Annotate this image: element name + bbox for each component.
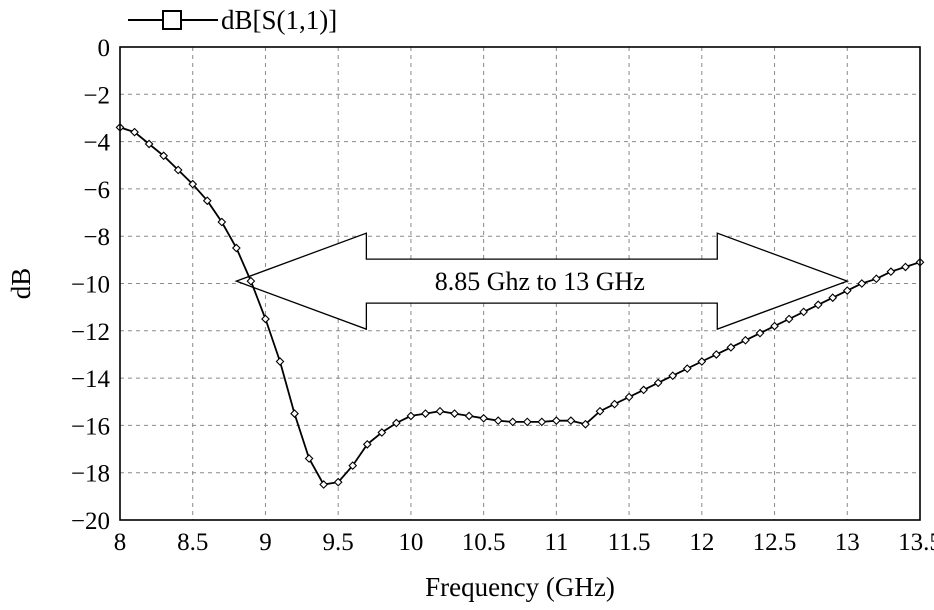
data-point [682, 364, 692, 374]
y-tick-label: −6 [83, 177, 110, 204]
data-point [784, 314, 794, 324]
x-tick-label: 9.5 [323, 529, 354, 556]
data-point [595, 406, 605, 416]
data-point [624, 392, 634, 402]
data-point [711, 350, 721, 359]
x-tick-labels: 8 8.5 9 9.5 10 10.5 11 11.5 12 12.5 13 13.5 [114, 529, 934, 556]
data-point [741, 335, 750, 345]
data-point [537, 417, 547, 427]
annotation-label: 8.85 Ghz to 13 GHz [435, 267, 645, 296]
data-point [173, 165, 183, 175]
x-tick-label: 13 [835, 529, 860, 556]
data-point [435, 406, 445, 416]
y-tick-label: −20 [71, 508, 110, 535]
data-point [159, 151, 169, 161]
data-point [842, 286, 852, 295]
y-tick-label: −18 [71, 461, 110, 488]
x-tick-label: 11.5 [608, 529, 651, 556]
data-point [828, 293, 838, 303]
data-point [421, 409, 430, 418]
x-tick-label: 8 [114, 529, 127, 556]
data-point [522, 417, 532, 427]
x-tick-label: 12.5 [753, 529, 797, 556]
data-point [668, 371, 678, 381]
data-point [799, 307, 809, 317]
data-point [333, 477, 343, 487]
data-point [319, 480, 329, 489]
data-point [450, 409, 459, 418]
y-axis-label: dB [6, 268, 36, 300]
data-point [362, 439, 372, 449]
data-point [755, 328, 765, 338]
y-tick-label: −2 [83, 82, 110, 109]
y-tick-label: −12 [71, 319, 110, 346]
data-point [188, 179, 198, 189]
data-point [871, 274, 881, 284]
data-point [246, 276, 256, 286]
y-tick-labels: 0 −2 −4 −6 −8 −10 −12 −14 −16 −18 −20 [71, 35, 111, 535]
x-axis-label: Frequency (GHz) [425, 572, 615, 602]
legend-marker [162, 10, 182, 30]
data-point [726, 342, 736, 352]
annotation-double-arrow [234, 232, 850, 331]
x-tick-label: 12 [689, 529, 714, 556]
data-point [217, 217, 227, 227]
y-tick-label: 0 [98, 35, 111, 62]
x-tick-label: 13.5 [898, 529, 934, 556]
annotation-layer: 8.85 Ghz to 13 GHz [234, 232, 850, 331]
y-tick-label: −4 [83, 130, 110, 157]
data-point [813, 300, 823, 310]
data-point [653, 378, 663, 388]
x-tick-label: 8.5 [177, 529, 208, 556]
data-point [290, 409, 299, 418]
data-point [261, 314, 270, 324]
y-tick-label: −8 [83, 224, 110, 251]
data-point [508, 417, 518, 427]
data-point [231, 243, 241, 253]
plot-frame [119, 46, 921, 521]
x-tick-label: 10 [398, 529, 423, 556]
y-tick-label: −10 [71, 272, 110, 299]
data-point [639, 385, 649, 395]
data-point [391, 418, 401, 428]
legend-label: dB[S(1,1)] [221, 5, 337, 35]
data-point [479, 413, 489, 423]
data-point [493, 416, 503, 426]
data-point [464, 411, 474, 421]
data-point [581, 419, 590, 429]
data-point [275, 357, 285, 366]
data-point [770, 321, 779, 331]
y-tick-label: −16 [71, 413, 110, 440]
legend: dB[S(1,1)] [128, 5, 337, 35]
data-point [901, 262, 910, 272]
series-layer [115, 123, 925, 489]
data-point [406, 411, 416, 421]
data-point [566, 416, 576, 426]
data-point [144, 139, 154, 149]
data-point [304, 454, 314, 463]
data-point [857, 279, 867, 288]
data-point [886, 267, 896, 277]
data-point [551, 416, 561, 426]
data-point [130, 127, 139, 137]
data-point [377, 428, 387, 437]
x-tick-label: 10.5 [462, 529, 506, 556]
y-tick-label: −14 [71, 366, 111, 393]
data-point [610, 399, 619, 409]
x-tick-label: 9 [259, 529, 272, 556]
data-point [348, 461, 358, 470]
data-point [697, 357, 707, 366]
data-point [202, 196, 212, 206]
x-tick-label: 11 [544, 529, 568, 556]
series-line [119, 126, 921, 486]
